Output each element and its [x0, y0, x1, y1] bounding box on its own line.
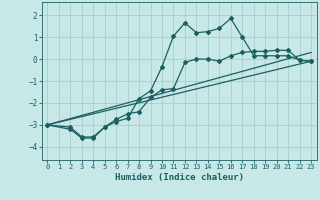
X-axis label: Humidex (Indice chaleur): Humidex (Indice chaleur) — [115, 173, 244, 182]
